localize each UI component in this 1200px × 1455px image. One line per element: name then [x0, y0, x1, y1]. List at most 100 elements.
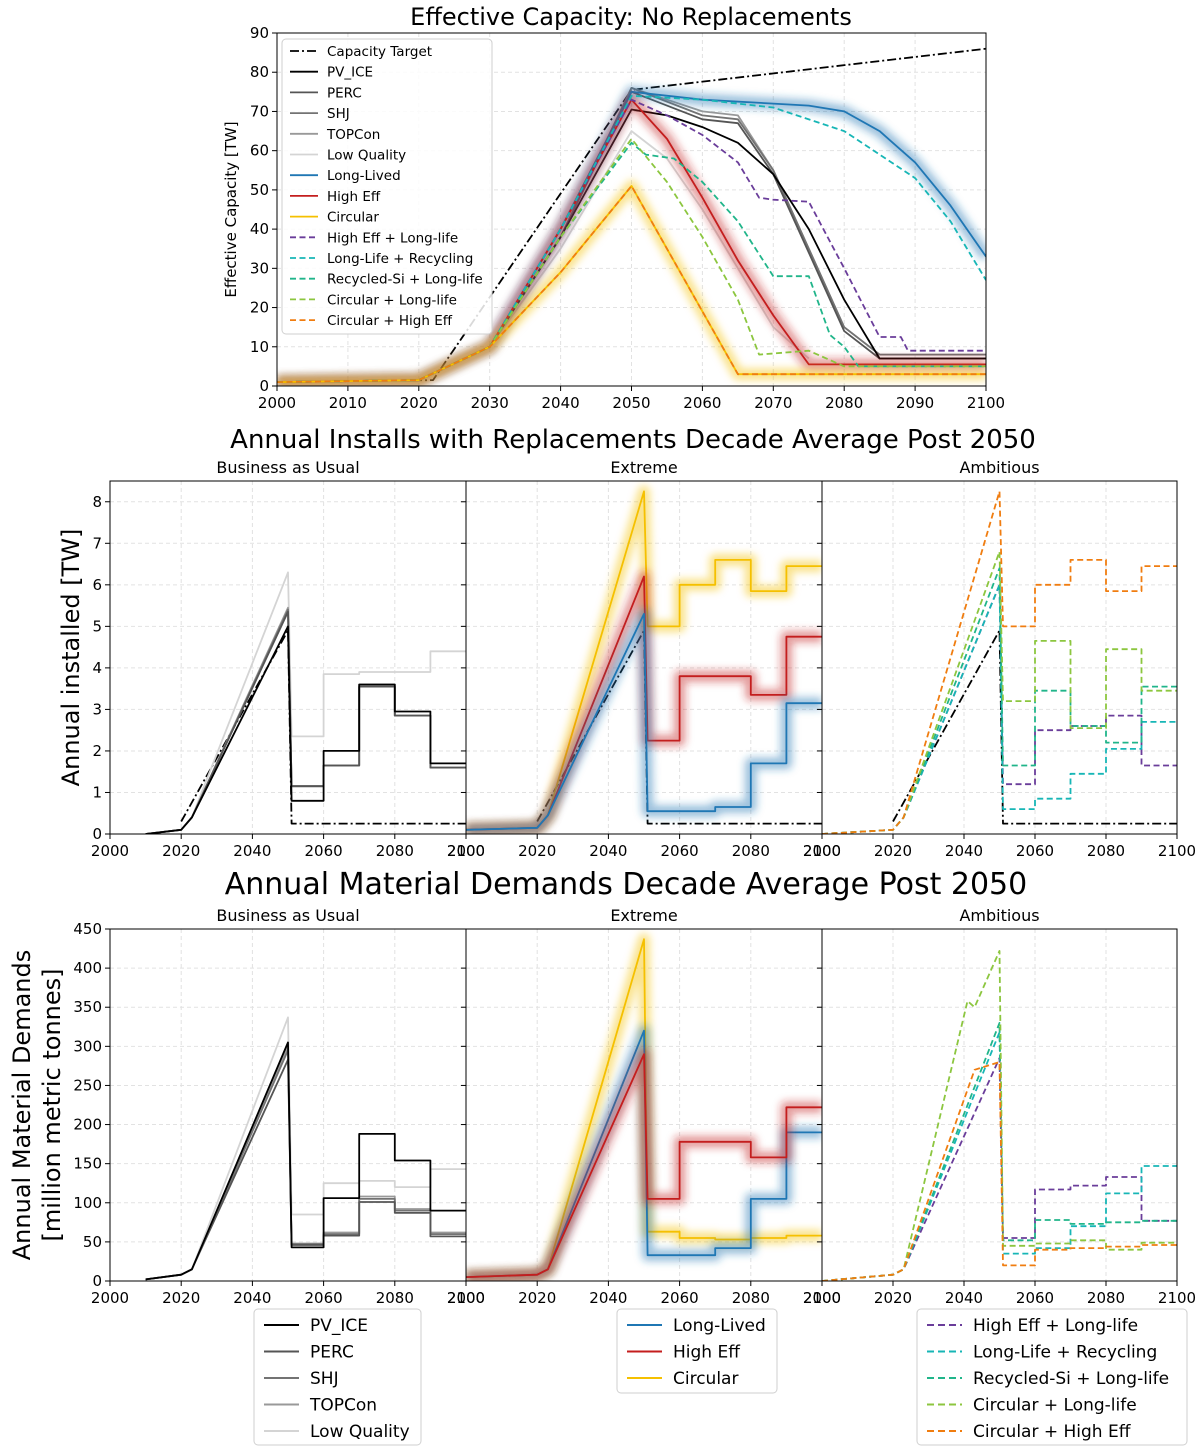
x-tick-label: 2040: [589, 842, 627, 860]
series-line-capacity-target: [892, 629, 1177, 825]
material-bau-chart: 2000 2020 2040 2060 2080 2100 0 50 100 150 200 250 3…: [8, 906, 485, 1307]
x-tick-label: 2020: [162, 1289, 200, 1307]
x-tick-label: 2040: [945, 1289, 983, 1307]
x-tick-label: 2100: [447, 842, 485, 860]
x-tick-label: 2030: [471, 394, 509, 412]
y-tick-label: 0: [259, 377, 269, 395]
axes-frame: [821, 928, 1178, 1282]
y-tick-label: 80: [250, 63, 269, 81]
bottom-legend-2: Long-Lived High Eff Circular: [616, 1308, 778, 1394]
series-line-pv-ice: [145, 1041, 466, 1281]
legend-label-circular-high-eff: Circular + High Eff: [327, 313, 453, 329]
legend-label-pv-ice: PV_ICE: [327, 65, 373, 81]
x-tick-label: 2040: [589, 1289, 627, 1307]
series-line-low-quality: [145, 1016, 466, 1281]
legend-label-circular: Circular: [673, 1369, 738, 1389]
x-tick-label: 2060: [661, 842, 699, 860]
legend-label-perc: PERC: [327, 85, 362, 101]
x-tick-label: 2080: [376, 1289, 414, 1307]
installs-extreme-plot-area: [466, 485, 822, 834]
y-tick-label: 50: [83, 1233, 102, 1251]
legend-label-low-quality: Low Quality: [310, 1422, 410, 1442]
x-tick-label: 2020: [874, 1289, 912, 1307]
x-tick-label: 2000: [447, 842, 485, 860]
series-line-long-life-recycling: [822, 583, 1177, 834]
y-tick-label: 6: [92, 576, 102, 594]
x-tick-label: 2040: [233, 1289, 271, 1307]
x-tick-label: 2080: [825, 394, 863, 412]
series-line-recycled-si-long-life: [822, 1022, 1177, 1281]
installs-ambitious-plot-area: [822, 490, 1177, 834]
y-axis-label: Effective Capacity [TW]: [222, 121, 240, 297]
y-tick-label: 8: [92, 493, 102, 511]
legend-box: [616, 1308, 778, 1394]
x-tick-label: 2070: [754, 394, 792, 412]
material-ambitious-plot-area: [822, 950, 1177, 1281]
y-tick-label: 300: [73, 1037, 102, 1055]
series-line-circular-high-eff: [822, 490, 1177, 834]
charts-layer: 2000 2010 2020 2030 2040 2050 2060 2070 2080 2090…: [8, 24, 1196, 1446]
y-tick-label: 0: [92, 1272, 102, 1290]
y-tick-label: 3: [92, 700, 102, 718]
x-tick-label: 2060: [1016, 842, 1054, 860]
x-tick-label: 2080: [732, 1289, 770, 1307]
series-line-circular-long-life: [277, 137, 986, 383]
series-line-high-eff: [466, 1053, 822, 1278]
x-tick-label: 2000: [803, 842, 841, 860]
installs-row-title: Annual Installs with Replacements Decade…: [230, 425, 1036, 455]
capacity-legend: Capacity Target PV_ICE PERC SHJ TOPCon Low Qu…: [281, 38, 493, 335]
y-tick-label: 30: [250, 259, 269, 277]
legend-label-recycled-si-long-life: Recycled-Si + Long-life: [327, 272, 483, 288]
y-tick-label: 350: [73, 998, 102, 1016]
legend-label-high-eff-long-life: High Eff + Long-life: [973, 1316, 1138, 1336]
material-bau-plot-area: [145, 1016, 466, 1281]
x-tick-label: 2040: [945, 842, 983, 860]
x-tick-label: 2080: [376, 842, 414, 860]
legend-label-perc: PERC: [310, 1343, 354, 1363]
x-tick-label: 2100: [803, 842, 841, 860]
y-tick-label: 450: [73, 920, 102, 938]
x-tick-label: 2000: [91, 842, 129, 860]
panel-title-extreme: Extreme: [610, 906, 677, 925]
legend-label-low-quality: Low Quality: [327, 148, 406, 164]
y-tick-label: 2: [92, 742, 102, 760]
series-line-circular-high-eff: [277, 185, 986, 383]
x-tick-label: 2050: [612, 394, 650, 412]
x-tick-label: 2020: [874, 842, 912, 860]
series-line-recycled-si-long-life: [822, 567, 1177, 834]
bottom-legend-3: High Eff + Long-life Long-Life + Recyclin…: [916, 1308, 1188, 1446]
series-line-high-eff-long-life: [822, 1057, 1177, 1281]
x-tick-label: 2100: [1158, 842, 1196, 860]
y-tick-label: 150: [73, 1155, 102, 1173]
material-extreme-chart: 2000 2020 2040 2060 2080 2100 Extreme: [447, 906, 841, 1307]
y-tick-label: 250: [73, 1076, 102, 1094]
series-line-capacity-target: [277, 47, 986, 383]
x-tick-label: 2100: [803, 1289, 841, 1307]
panel-title-extreme: Extreme: [610, 458, 677, 477]
x-tick-label: 2020: [400, 394, 438, 412]
y-tick-label: 10: [250, 338, 269, 356]
x-tick-label: 2000: [258, 394, 296, 412]
y-tick-label: 5: [92, 617, 102, 635]
material-ambitious-chart: 2000 2020 2040 2060 2080 2100 Ambitious: [803, 906, 1196, 1307]
x-tick-label: 2020: [518, 1289, 556, 1307]
series-line-recycled-si-long-life: [277, 141, 986, 383]
x-tick-label: 2020: [162, 842, 200, 860]
x-tick-label: 2100: [967, 394, 1005, 412]
legend-label-long-lived: Long-Lived: [327, 168, 401, 184]
y-axis-label: Annual installed [TW]: [57, 529, 85, 787]
y-tick-label: 1: [92, 783, 102, 801]
material-row-title: Annual Material Demands Decade Average P…: [225, 867, 1027, 902]
legend-label-high-eff: High Eff: [673, 1343, 741, 1363]
capacity-chart-title: Effective Capacity: No Replacements: [410, 3, 852, 31]
legend-label-topcon: TOPCon: [326, 127, 380, 143]
y-tick-label: 40: [250, 220, 269, 238]
series-line-circular-long-life: [822, 950, 1177, 1281]
legend-box: [916, 1308, 1188, 1446]
bottom-legend-1: PV_ICE PERC SHJ TOPCon Low Quality: [253, 1308, 422, 1446]
x-tick-label: 2080: [732, 842, 770, 860]
legend-label-circular-long-life: Circular + Long-life: [973, 1396, 1137, 1416]
legend-label-circular-high-eff: Circular + High Eff: [973, 1422, 1132, 1442]
legend-label-circular: Circular: [327, 210, 379, 226]
x-tick-label: 2100: [1158, 1289, 1196, 1307]
